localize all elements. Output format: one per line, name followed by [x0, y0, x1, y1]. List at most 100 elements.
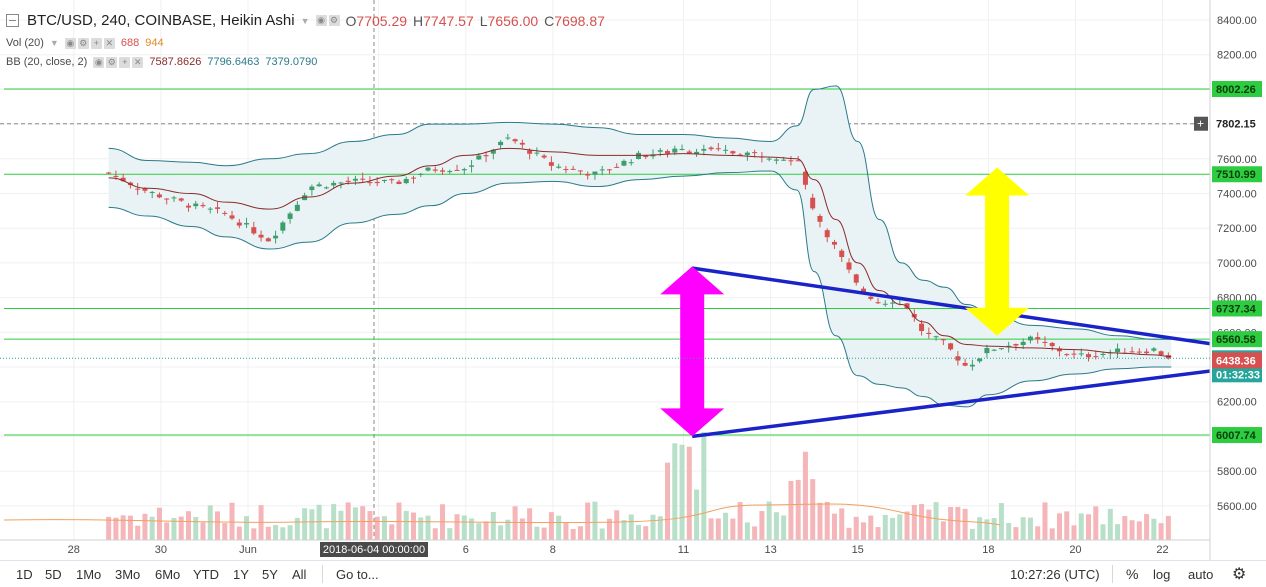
timeframe-ytd[interactable]: YTD: [193, 567, 219, 582]
candle-body: [440, 170, 446, 172]
chevron-down-icon[interactable]: ▼: [49, 38, 59, 48]
volume-bar: [614, 510, 620, 540]
volume-bar: [229, 502, 235, 540]
candle-body: [316, 184, 322, 187]
candle-body: [556, 166, 562, 168]
timeframe-3mo[interactable]: 3Mo: [115, 567, 141, 582]
price-axis: 5600.005800.006000.006200.006400.006600.…: [0, 0, 1262, 560]
volume-bar: [650, 514, 656, 540]
candle-body: [621, 160, 627, 166]
level-price-tag: 8002.26: [1216, 84, 1256, 96]
plus-icon: [1194, 116, 1208, 131]
candle-body: [135, 188, 141, 190]
price-tick-label: 7400.00: [1217, 189, 1257, 201]
volume-label[interactable]: Vol (20): [6, 37, 44, 49]
candle-body: [389, 179, 395, 181]
level-price-tag-bg: [1212, 427, 1262, 444]
price-chart[interactable]: 5600.005800.006000.006200.006400.006600.…: [0, 0, 1266, 560]
candle-body: [781, 159, 787, 161]
price-tick-label: 8400.00: [1217, 15, 1257, 27]
gear-icon[interactable]: ⚙: [1232, 566, 1247, 583]
triangle-pattern: [691, 266, 1266, 439]
candle-body: [861, 288, 867, 293]
volume-bar: [577, 526, 583, 540]
candle-body: [817, 215, 823, 222]
volume-controls[interactable]: ◉ ⚙ + ✕: [64, 37, 115, 49]
volume-bar: [1042, 502, 1048, 540]
bb-controls[interactable]: ◉ ⚙ + ✕: [93, 56, 144, 68]
volume-bar: [686, 446, 692, 540]
candle-body: [1027, 336, 1033, 341]
volume-bar: [998, 503, 1004, 540]
candle-body: [331, 182, 337, 186]
volume-bar: [512, 506, 518, 540]
utc-clock[interactable]: 10:27:26 (UTC): [1010, 567, 1100, 582]
log-toggle[interactable]: log: [1153, 567, 1171, 582]
candle-body: [164, 198, 170, 200]
volume-bar: [251, 528, 257, 540]
time-tick-label: 20: [1069, 544, 1081, 556]
timeframe-all[interactable]: All: [292, 567, 307, 582]
volume-bar: [955, 506, 961, 540]
time-tick-label: 22: [1156, 544, 1168, 556]
timeframe-5d[interactable]: 5D: [45, 567, 62, 582]
level-price-tag-bg: [1212, 81, 1262, 98]
candle-body: [1086, 354, 1092, 358]
collapse-icon[interactable]: [6, 14, 19, 27]
low-value: 7656.00: [487, 12, 539, 29]
candle-body: [410, 177, 416, 179]
volume-bar: [1006, 523, 1012, 540]
candle-body: [512, 139, 518, 142]
series-controls[interactable]: ◉ ⚙: [315, 15, 340, 26]
candle-body: [273, 235, 279, 239]
volume-bar: [919, 504, 925, 540]
candle-body: [483, 155, 489, 157]
volume-bar: [142, 513, 148, 540]
candle-body: [1064, 354, 1070, 356]
goto-button[interactable]: Go to...: [336, 567, 379, 582]
bollinger-band-fill: [108, 85, 1172, 407]
timeframe-5y[interactable]: 5Y: [262, 567, 278, 582]
volume-bar: [861, 522, 867, 540]
time-tick-label: 30: [155, 544, 167, 556]
level-price-tag: 6737.34: [1216, 303, 1257, 315]
time-tick-label: 11: [678, 544, 689, 556]
time-tick-label: 15: [852, 544, 864, 556]
level-price-tag-bg: [1212, 300, 1262, 317]
level-price-tag: 6560.58: [1216, 334, 1256, 346]
timeframe-6mo[interactable]: 6Mo: [155, 567, 181, 582]
candle-body: [142, 188, 148, 191]
timeframe-1d[interactable]: 1D: [16, 567, 33, 582]
candle-body: [846, 262, 852, 270]
volume-bar: [570, 528, 576, 540]
volume-bar: [665, 462, 671, 540]
volume-ma-value: 944: [145, 37, 164, 49]
volume-bar: [984, 519, 990, 540]
bb-label[interactable]: BB (20, close, 2): [6, 56, 88, 68]
time-tick-label: 13: [764, 544, 776, 556]
candle-body: [773, 159, 779, 161]
candle-body: [265, 238, 271, 242]
auto-toggle[interactable]: auto: [1188, 567, 1214, 582]
open-label: O: [345, 12, 357, 29]
percent-toggle[interactable]: %: [1126, 566, 1139, 582]
timeframe-1mo[interactable]: 1Mo: [76, 567, 102, 582]
chart-grid: [0, 0, 1210, 540]
candle-body: [904, 303, 910, 309]
toolbar-divider: [1112, 565, 1113, 583]
candle-body: [454, 169, 460, 171]
timeframe-1y[interactable]: 1Y: [233, 567, 249, 582]
chevron-down-icon[interactable]: ▼: [300, 15, 310, 26]
candle-body: [352, 178, 358, 181]
volume-bar: [875, 527, 881, 540]
high-label: H: [413, 12, 424, 29]
candle-body: [752, 152, 758, 154]
volume-bar: [432, 528, 438, 540]
plus-icon-glyph: +: [1197, 117, 1204, 131]
volume-bar: [1035, 526, 1041, 540]
volume-bar: [788, 480, 794, 540]
candle-body: [418, 173, 424, 175]
symbol-title[interactable]: BTC/USD, 240, COINBASE, Heikin Ashi: [27, 12, 295, 29]
bb-lower-value: 7379.0790: [265, 56, 318, 68]
candle-body: [998, 348, 1004, 350]
